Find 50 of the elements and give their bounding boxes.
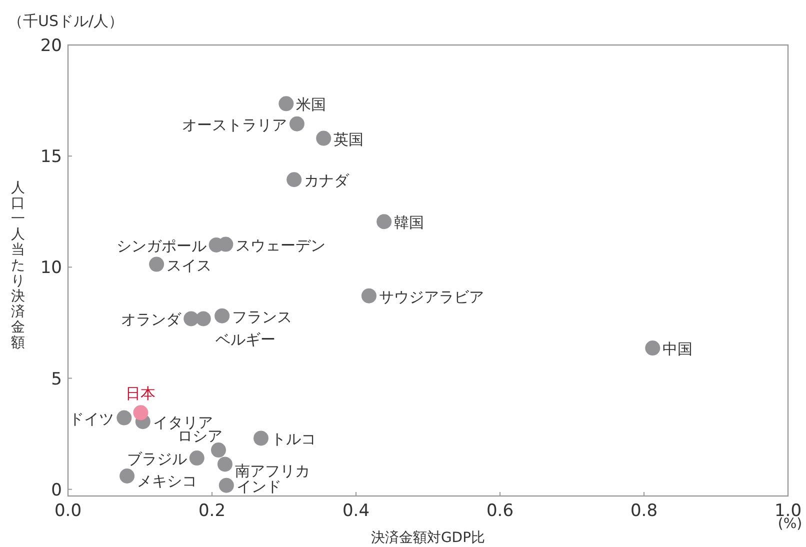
annotation: メキシコ bbox=[137, 472, 198, 490]
point bbox=[253, 430, 268, 446]
annotation: 韓国 bbox=[394, 214, 424, 232]
annotation: オランダ bbox=[121, 310, 182, 329]
annotation: 英国 bbox=[334, 130, 364, 148]
point bbox=[361, 288, 376, 304]
x-tick-label: 0.2 bbox=[198, 501, 226, 521]
annotation: フランス bbox=[232, 308, 292, 326]
annotation: 中国 bbox=[662, 340, 693, 358]
y-tick-label: 0 bbox=[51, 480, 62, 500]
annotation: ブラジル bbox=[126, 450, 187, 468]
point bbox=[120, 468, 135, 484]
annotation: カナダ bbox=[304, 172, 350, 190]
point bbox=[210, 442, 226, 458]
annotation: シンガポール bbox=[116, 236, 206, 255]
annotation: ドイツ bbox=[69, 410, 114, 428]
point bbox=[184, 311, 199, 326]
annotation: スイス bbox=[166, 256, 212, 274]
text: （千USドル/人） bbox=[8, 12, 124, 30]
y-tick-label: 20 bbox=[40, 36, 62, 56]
point bbox=[289, 116, 304, 132]
point bbox=[278, 96, 294, 112]
annotation: スウェーデン bbox=[236, 236, 326, 254]
annotation: オーストラリア bbox=[182, 116, 287, 134]
x-tick-label: 0.8 bbox=[630, 501, 658, 521]
point bbox=[116, 410, 132, 426]
x-tick-label: 0.0 bbox=[54, 501, 82, 521]
point bbox=[196, 311, 211, 326]
annotation: サウジアラビア bbox=[378, 288, 484, 306]
point bbox=[316, 130, 332, 146]
text: 人口一人当たり決済金額 bbox=[11, 180, 25, 351]
y-tick-label: 15 bbox=[40, 147, 62, 168]
point bbox=[214, 308, 230, 324]
series-label: 日本 bbox=[126, 384, 156, 403]
point bbox=[218, 478, 234, 493]
x-axis-title: 決済金額対GDP比 bbox=[370, 530, 486, 546]
point bbox=[376, 214, 392, 230]
point bbox=[217, 456, 232, 472]
annotation: トルコ bbox=[270, 430, 316, 448]
x-tick-label: 0.6 bbox=[486, 501, 514, 521]
annotation: イタリア bbox=[152, 414, 213, 432]
point bbox=[149, 256, 164, 272]
point bbox=[189, 450, 204, 466]
point bbox=[645, 340, 660, 356]
y-tick-label: 5 bbox=[51, 369, 62, 390]
y-tick-label: 10 bbox=[40, 258, 62, 278]
annotation: 米国 bbox=[296, 96, 326, 114]
x-tick-label: 0.4 bbox=[342, 501, 370, 521]
annotation: ベルギー bbox=[215, 330, 276, 349]
point bbox=[286, 172, 302, 188]
